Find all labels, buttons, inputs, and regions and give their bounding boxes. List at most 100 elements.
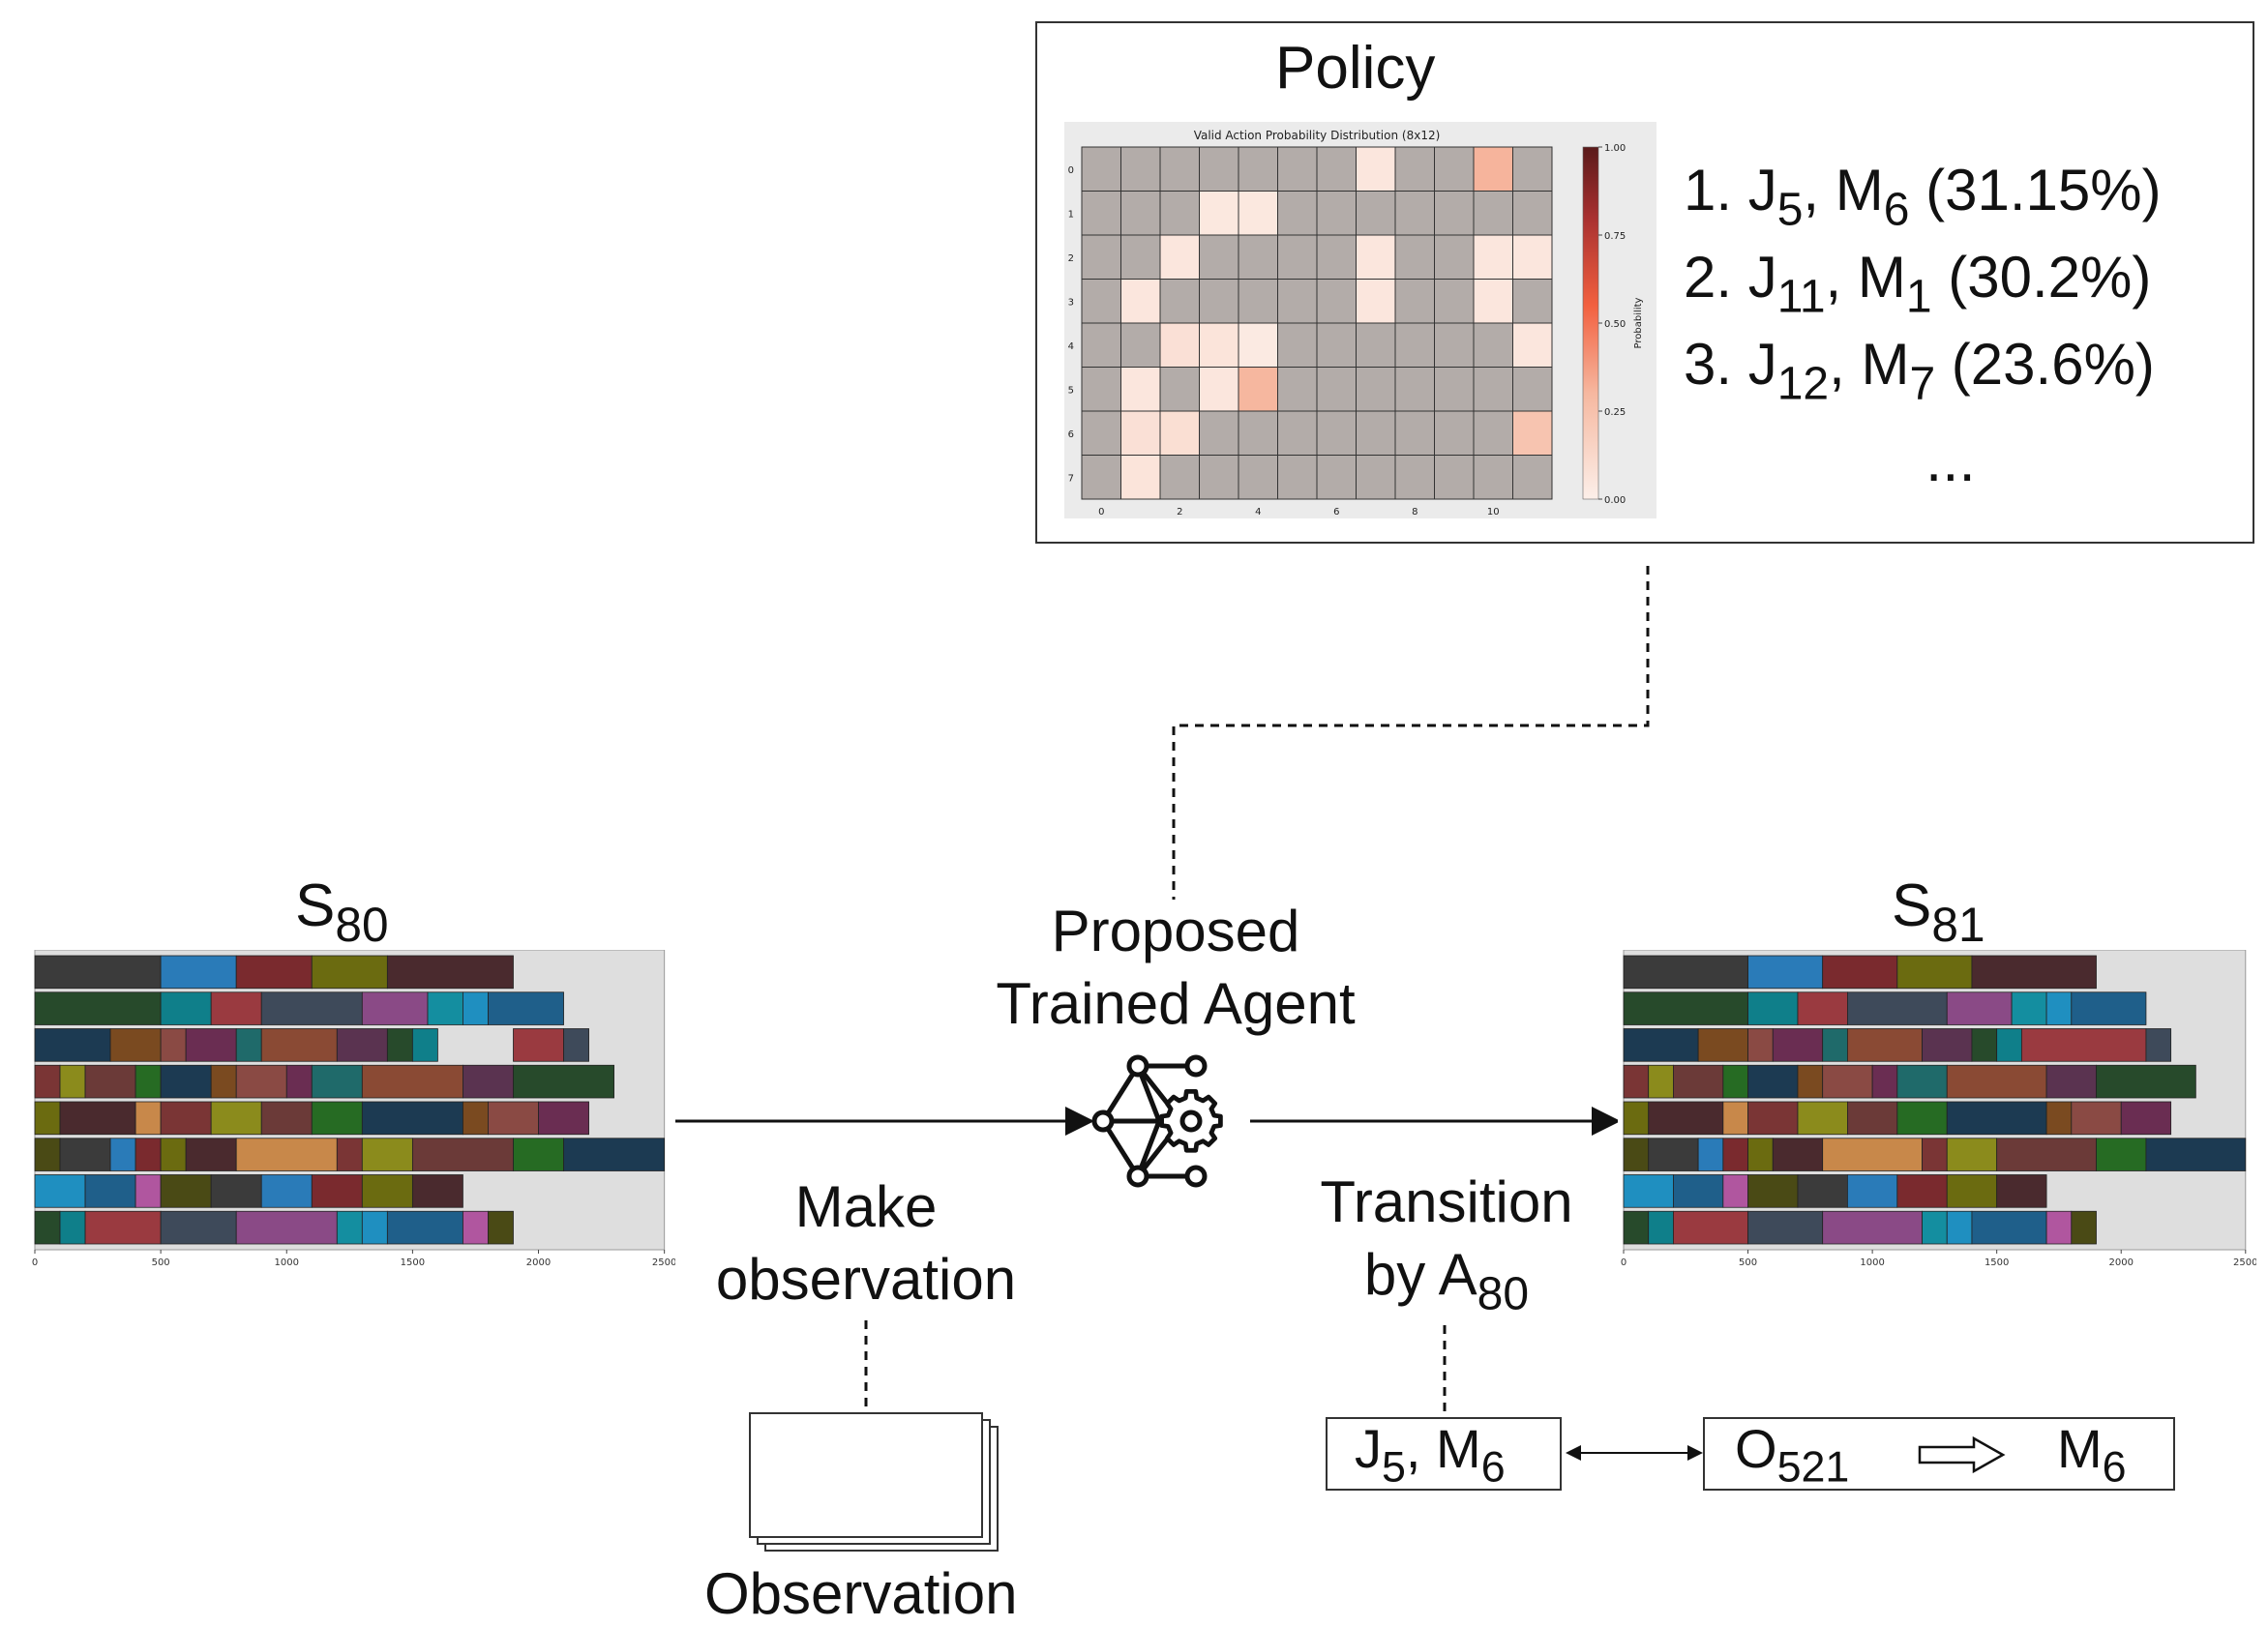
gantt-operation-bar — [336, 1210, 363, 1245]
heatmap-col-tick: 2 — [1177, 507, 1182, 518]
ranked-action-1: 1. J5, M6 (31.15%) — [1684, 157, 2225, 244]
heatmap-cell — [1159, 410, 1200, 456]
agent-label-line1: Proposed — [1051, 899, 1300, 963]
gantt-operation-bar — [488, 991, 564, 1025]
heatmap-cell — [1199, 279, 1239, 324]
selected-action-box — [1326, 1417, 1562, 1491]
gantt-operation-bar — [260, 1174, 313, 1208]
gantt-operation-bar — [134, 1138, 162, 1171]
gantt-operation-bar — [1822, 1138, 1923, 1171]
heatmap-col-tick: 0 — [1098, 507, 1104, 518]
gantt-operation-bar — [210, 1174, 262, 1208]
gantt-operation-bar — [1747, 1210, 1824, 1245]
action-separator: , — [1825, 245, 1858, 310]
heatmap-cell — [1394, 322, 1435, 368]
state-81-gantt: 0 500 1000 1500 2000 2500 — [1618, 950, 2256, 1275]
gantt-operation-bar — [1996, 1028, 2022, 1062]
gantt-operation-bar — [1673, 1064, 1724, 1099]
gantt-operation-bar — [463, 991, 489, 1025]
agent-label: Proposed Trained Agent — [968, 895, 1384, 1040]
gantt-operation-bar — [235, 1138, 338, 1171]
state-80-label: S80 — [295, 876, 389, 949]
heatmap-cell — [1473, 322, 1513, 368]
heatmap-cell — [1238, 367, 1278, 412]
gantt-operation-bar — [1623, 1064, 1650, 1099]
gantt-operation-bar — [160, 1064, 212, 1099]
gantt-operation-bar — [1747, 991, 1799, 1025]
gantt-operation-bar — [386, 1210, 463, 1245]
gantt-operation-bar — [311, 1174, 363, 1208]
heatmap-col-tick: 4 — [1255, 507, 1261, 518]
heatmap-cell — [1081, 146, 1121, 192]
gantt-operation-bar — [1722, 1174, 1748, 1208]
action-rank: 1. — [1684, 158, 1748, 222]
gantt-x-tick: 2000 — [2108, 1257, 2133, 1268]
gantt-operation-bar — [34, 1138, 61, 1171]
heatmap-cell — [1238, 410, 1278, 456]
gantt-operation-bar — [1946, 1101, 2047, 1136]
gantt-x-tick: 2500 — [652, 1257, 675, 1268]
gantt-operation-bar — [1772, 1138, 1824, 1171]
gantt-operation-bar — [2145, 1028, 2172, 1062]
gantt-operation-bar — [1648, 1064, 1674, 1099]
gantt-operation-bar — [361, 1210, 388, 1245]
heatmap-cell — [1394, 234, 1435, 280]
gantt-operation-bar — [1623, 1101, 1650, 1136]
heatmap-row-tick: 7 — [1068, 473, 1074, 484]
gantt-x-tick: 1500 — [1984, 1257, 2009, 1268]
action-machine-index: 1 — [1905, 271, 1932, 323]
state-81-symbol: S — [1892, 873, 1932, 939]
colorbar-tick: 0.75 — [1604, 231, 1626, 242]
gantt-operation-bar — [134, 1064, 162, 1099]
gantt-operation-bar — [160, 991, 212, 1025]
gantt-operation-bar — [84, 1210, 162, 1245]
gantt-operation-bar — [210, 1064, 237, 1099]
operation-index: 521 — [1776, 1442, 1850, 1492]
operation-symbol: O — [1735, 1418, 1777, 1479]
gantt-operation-bar — [1971, 1210, 2047, 1245]
gantt-x-tick: 1000 — [1860, 1257, 1884, 1268]
gantt-operation-bar — [2096, 1064, 2196, 1099]
colorbar-label: Probability — [1633, 297, 1644, 348]
heatmap-cell — [1316, 367, 1357, 412]
heatmap-cell — [1356, 191, 1396, 236]
gantt-operation-bar — [1747, 1174, 1799, 1208]
policy-heatmap: Valid Action Probability Distribution (8… — [1064, 122, 1656, 518]
heatmap-row-tick: 6 — [1068, 429, 1074, 440]
gantt-operation-bar — [411, 1138, 514, 1171]
gantt-x-tick: 0 — [1621, 1257, 1626, 1268]
gantt-operation-bar — [1747, 1028, 1774, 1062]
heatmap-cell — [1394, 410, 1435, 456]
heatmap-cell — [1316, 322, 1357, 368]
heatmap-title: Valid Action Probability Distribution (8… — [1194, 129, 1441, 142]
gantt-operation-bar — [1922, 1028, 1973, 1062]
heatmap-cell — [1512, 279, 1553, 324]
gantt-operation-bar — [2045, 1101, 2073, 1136]
gantt-operation-bar — [235, 955, 313, 990]
state-80-index: 80 — [335, 897, 389, 952]
heatmap-col-tick: 6 — [1333, 507, 1339, 518]
heatmap-cell — [1512, 322, 1553, 368]
action-job-index: 5 — [1382, 1442, 1406, 1492]
gantt-operation-bar — [311, 955, 388, 990]
action-probability: (23.6%) — [1935, 332, 2155, 397]
heatmap-cell — [1081, 410, 1121, 456]
heatmap-cell — [1434, 455, 1475, 500]
observation-document — [749, 1412, 983, 1538]
heatmap-cell — [1238, 455, 1278, 500]
heatmap-cell — [1120, 279, 1161, 324]
gantt-x-tick: 1000 — [275, 1257, 299, 1268]
gantt-operation-bar — [1673, 1210, 1748, 1245]
action-machine-index: 7 — [1909, 358, 1936, 410]
gantt-operation-bar — [1648, 1138, 1699, 1171]
gantt-operation-bar — [361, 1101, 463, 1136]
heatmap-row-tick: 3 — [1068, 297, 1074, 308]
heatmap-cell — [1473, 234, 1513, 280]
gantt-operation-bar — [563, 1028, 589, 1062]
gantt-operation-bar — [59, 1064, 86, 1099]
gantt-operation-bar — [1623, 955, 1748, 990]
heatmap-cell — [1473, 455, 1513, 500]
gantt-operation-bar — [513, 1028, 564, 1062]
gantt-operation-bar — [1847, 1101, 1898, 1136]
gantt-operation-bar — [260, 991, 363, 1025]
